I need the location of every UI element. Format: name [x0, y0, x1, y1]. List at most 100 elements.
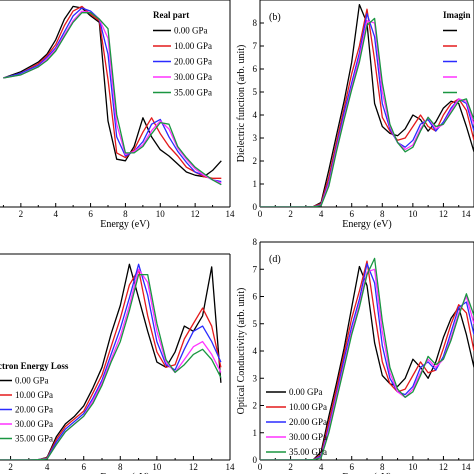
y-tick-label: 3: [253, 373, 258, 383]
legend-entry-1: 0.00 GPa: [289, 387, 323, 397]
x-tick-label: 2: [288, 209, 293, 219]
legend-entry-4: 30.00 GPa: [289, 432, 327, 442]
panel-label: (b): [269, 12, 281, 23]
legend-title: Imagin: [443, 10, 471, 20]
x-axis-label: Energy (eV): [100, 472, 150, 474]
x-tick-label: 10: [152, 462, 162, 472]
y-tick-label: 7: [253, 41, 258, 51]
series-line-3: [0, 263, 222, 460]
x-tick-label: 4: [45, 462, 50, 472]
x-tick-label: 4: [319, 209, 324, 219]
x-tick-label: 12: [189, 462, 198, 472]
x-tick-label: 6: [349, 209, 354, 219]
y-tick-label: 4: [253, 110, 258, 120]
x-tick-label: 2: [19, 209, 24, 219]
x-axis-label: Energy (eV): [342, 472, 392, 474]
x-tick-label: 8: [123, 209, 128, 219]
x-tick-label: 10: [408, 462, 418, 472]
x-tick-label: 12: [191, 209, 200, 219]
legend-entry-3: 20.00 GPa: [174, 57, 212, 67]
y-tick-label: 6: [253, 292, 258, 302]
series-line-1: [0, 263, 222, 460]
legend-entry-3: 20.00 GPa: [289, 417, 327, 427]
series-line-5: [260, 17, 474, 207]
x-tick-label: 0: [258, 209, 263, 219]
chart-panel-1: 2 4 6 8 10 12 14 Energy (eV) Real part 0.00 GPa 10…: [0, 0, 235, 230]
x-tick-label: 14: [462, 462, 472, 472]
x-tick-label: 14: [226, 462, 236, 472]
legend-entry-2: 10.00 GPa: [174, 41, 212, 51]
legend-entry-4: 30.00 GPa: [15, 419, 53, 429]
y-tick-label: 1: [253, 179, 258, 189]
x-tick-label: 6: [81, 462, 86, 472]
series-line-3: [3, 7, 222, 183]
x-tick-label: 0: [258, 462, 263, 472]
x-tick-label: 8: [118, 462, 123, 472]
x-tick-label: 14: [462, 209, 472, 219]
series-line-4: [3, 10, 222, 184]
series-line-2: [0, 268, 222, 460]
legend-entry-4: 30.00 GPa: [174, 72, 212, 82]
x-tick-label: 8: [380, 462, 385, 472]
legend-entry-3: 20.00 GPa: [15, 405, 53, 415]
legend-title: ctron Energy Loss: [0, 361, 69, 371]
x-tick-label: 8: [380, 209, 385, 219]
series-line-5: [0, 273, 222, 460]
x-tick-label: 6: [88, 209, 93, 219]
y-tick-label: 5: [253, 87, 258, 97]
y-tick-label: 3: [253, 133, 258, 143]
x-tick-label: 6: [349, 462, 354, 472]
legend-entry-2: 10.00 GPa: [15, 390, 53, 400]
chart-panel-3: 2 4 6 8 10 12 14 Energy (eV) ctron Energy Loss 0.…: [0, 253, 236, 474]
x-tick-label: 12: [439, 209, 448, 219]
series-line-5: [260, 257, 474, 460]
series-line-3: [260, 13, 474, 207]
series-line-2: [260, 8, 474, 207]
y-tick-label: 8: [253, 18, 258, 28]
series-line-2: [3, 5, 222, 179]
y-axis-label: Dielectric function (arb. unit): [236, 45, 247, 163]
series-line-1: [260, 265, 474, 460]
x-tick-label: 4: [319, 462, 324, 472]
x-axis-label: Energy (eV): [342, 219, 392, 230]
legend-entry-1: 0.00 GPa: [174, 26, 208, 36]
x-tick-label: 12: [439, 462, 448, 472]
y-tick-label: 0: [253, 202, 258, 212]
y-tick-label: 1: [253, 428, 258, 438]
y-tick-label: 4: [253, 346, 258, 356]
series-line-3: [260, 263, 474, 460]
legend-title: Real part: [153, 10, 189, 20]
y-axis-label: Optical Conductivity (arb. unit): [236, 288, 247, 415]
series-group: [260, 3, 474, 207]
y-tick-label: 2: [253, 156, 258, 166]
series-group: [260, 257, 474, 460]
y-tick-label: 0: [253, 455, 258, 465]
series-line-1: [3, 5, 222, 178]
panel-label: (d): [269, 254, 281, 265]
y-tick-label: 7: [253, 264, 258, 274]
legend-entry-5: 35.00 GPa: [15, 434, 53, 444]
series-group: [3, 5, 222, 186]
legend-entry-5: 35.00 GPa: [289, 447, 327, 457]
y-tick-label: 8: [253, 237, 258, 247]
x-tick-label: 4: [53, 209, 58, 219]
x-tick-label: 10: [156, 209, 166, 219]
legend-entry-2: 10.00 GPa: [289, 402, 327, 412]
x-tick-label: 2: [288, 462, 293, 472]
x-tick-label: 2: [8, 462, 13, 472]
series-line-5: [3, 12, 222, 186]
x-axis-label: Energy (eV): [100, 219, 150, 230]
x-tick-label: 10: [408, 209, 418, 219]
legend-entry-5: 35.00 GPa: [174, 88, 212, 98]
legend-entry-1: 0.00 GPa: [15, 376, 49, 386]
y-tick-label: 5: [253, 319, 258, 329]
series-line-1: [260, 3, 474, 207]
series-line-4: [260, 20, 474, 207]
y-tick-label: 6: [253, 64, 258, 74]
series-group: [0, 263, 222, 460]
x-tick-label: 14: [226, 209, 236, 219]
series-line-2: [260, 260, 474, 460]
